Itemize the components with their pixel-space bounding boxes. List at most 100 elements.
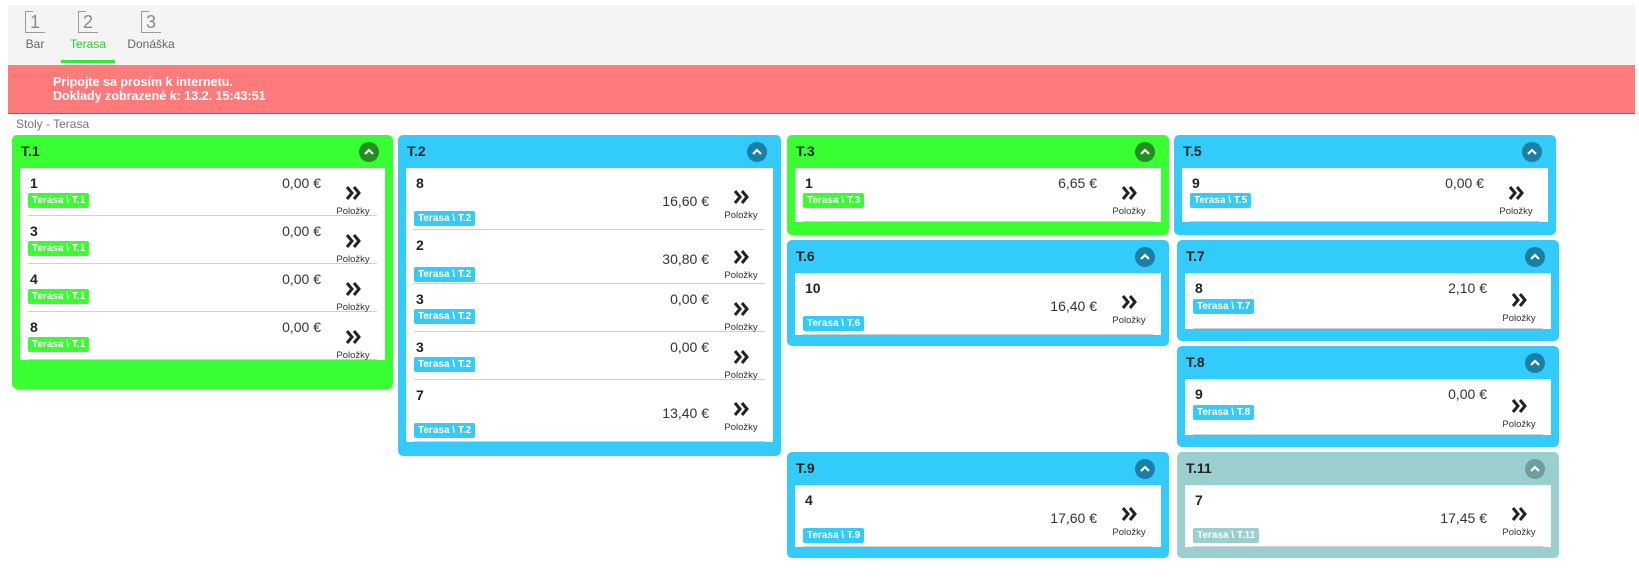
chevron-up-icon bbox=[1527, 148, 1537, 155]
table-card-t11[interactable]: T.11 7 17,45 € Terasa \ T.11 Položky bbox=[1177, 452, 1559, 558]
items-button[interactable]: Položky bbox=[719, 400, 763, 433]
order-price: 16,60 € bbox=[662, 193, 709, 209]
order-row[interactable]: 8 16,60 € Terasa \ T.2 Položky bbox=[414, 168, 765, 230]
table-name: T.9 bbox=[796, 460, 815, 476]
order-price: 0,00 € bbox=[282, 175, 321, 191]
items-button[interactable]: Položky bbox=[1107, 184, 1151, 217]
location-badge: Terasa \ T.9 bbox=[803, 528, 865, 543]
table-card-t1[interactable]: T.1 1 0,00 € Terasa \ T.1 Položky 3 0,00… bbox=[12, 135, 393, 389]
collapse-button[interactable] bbox=[1525, 459, 1545, 479]
items-button[interactable]: Položky bbox=[1107, 505, 1151, 538]
table-card-t2[interactable]: T.2 8 16,60 € Terasa \ T.2 Položky 2 30,… bbox=[398, 135, 781, 456]
chevron-up-icon bbox=[1530, 253, 1540, 260]
order-number: 1 bbox=[30, 175, 38, 191]
location-badge: Terasa \ T.5 bbox=[1190, 193, 1252, 208]
order-number: 8 bbox=[30, 319, 38, 335]
chevron-up-icon bbox=[364, 148, 374, 155]
double-chevron-right-icon bbox=[345, 282, 361, 296]
collapse-button[interactable] bbox=[1135, 142, 1155, 162]
collapse-button[interactable] bbox=[1525, 247, 1545, 267]
table-card-t5[interactable]: T.5 9 0,00 € Terasa \ T.5 Položky bbox=[1174, 135, 1556, 235]
items-button[interactable]: Položky bbox=[331, 232, 375, 265]
chevron-up-icon bbox=[1140, 465, 1150, 472]
order-row[interactable]: 1 6,65 € Terasa \ T.3 Položky bbox=[803, 168, 1153, 222]
order-row[interactable]: 3 0,00 € Terasa \ T.2 Položky bbox=[414, 284, 765, 333]
table-name: T.6 bbox=[796, 248, 815, 264]
order-number: 4 bbox=[805, 492, 813, 508]
items-label: Položky bbox=[336, 302, 370, 313]
table-card-t8[interactable]: T.8 9 0,00 € Terasa \ T.8 Položky bbox=[1177, 346, 1559, 447]
orders-list: 9 0,00 € Terasa \ T.5 Položky bbox=[1182, 168, 1548, 222]
double-chevron-right-icon bbox=[1511, 507, 1527, 521]
order-price: 0,00 € bbox=[282, 271, 321, 287]
order-number: 8 bbox=[1195, 280, 1203, 296]
double-chevron-right-icon bbox=[345, 186, 361, 200]
order-row[interactable]: 7 17,45 € Terasa \ T.11 Položky bbox=[1193, 485, 1543, 547]
order-number: 3 bbox=[416, 291, 424, 307]
order-price: 0,00 € bbox=[1448, 386, 1487, 402]
table-name: T.2 bbox=[407, 143, 426, 159]
order-row[interactable]: 3 0,00 € Terasa \ T.2 Položky bbox=[414, 332, 765, 381]
double-chevron-right-icon bbox=[733, 350, 749, 364]
collapse-button[interactable] bbox=[1522, 142, 1542, 162]
order-row[interactable]: 8 2,10 € Terasa \ T.7 Položky bbox=[1193, 273, 1543, 329]
orders-list: 7 17,45 € Terasa \ T.11 Položky bbox=[1185, 485, 1551, 547]
tab-donaska[interactable]: 3 Donáška bbox=[126, 11, 176, 63]
orders-list: 9 0,00 € Terasa \ T.8 Položky bbox=[1185, 379, 1551, 435]
items-button[interactable]: Položky bbox=[1494, 184, 1538, 217]
collapse-button[interactable] bbox=[1135, 247, 1155, 267]
items-button[interactable]: Položky bbox=[719, 188, 763, 221]
table-card-t6[interactable]: T.6 10 16,40 € Terasa \ T.6 Položky bbox=[787, 240, 1169, 346]
order-number: 3 bbox=[416, 339, 424, 355]
items-button[interactable]: Položky bbox=[331, 184, 375, 217]
order-row[interactable]: 10 16,40 € Terasa \ T.6 Položky bbox=[803, 273, 1153, 335]
location-badge: Terasa \ T.2 bbox=[414, 267, 476, 282]
order-row[interactable]: 7 13,40 € Terasa \ T.2 Položky bbox=[414, 380, 765, 442]
items-button[interactable]: Položky bbox=[1497, 291, 1541, 324]
double-chevron-right-icon bbox=[733, 250, 749, 264]
table-card-t9[interactable]: T.9 4 17,60 € Terasa \ T.9 Položky bbox=[787, 452, 1169, 558]
location-badge: Terasa \ T.2 bbox=[414, 423, 476, 438]
location-badge: Terasa \ T.1 bbox=[28, 289, 90, 304]
order-price: 30,80 € bbox=[662, 251, 709, 267]
items-button[interactable]: Položky bbox=[719, 348, 763, 381]
location-badge: Terasa \ T.11 bbox=[1193, 528, 1260, 543]
location-badge: Terasa \ T.2 bbox=[414, 211, 476, 226]
items-button[interactable]: Položky bbox=[719, 248, 763, 281]
order-row[interactable]: 4 17,60 € Terasa \ T.9 Položky bbox=[803, 485, 1153, 547]
collapse-button[interactable] bbox=[1135, 459, 1155, 479]
order-number: 2 bbox=[416, 237, 424, 253]
chevron-up-icon bbox=[1530, 359, 1540, 366]
orders-list: 4 17,60 € Terasa \ T.9 Položky bbox=[795, 485, 1161, 547]
order-row[interactable]: 4 0,00 € Terasa \ T.1 Položky bbox=[28, 264, 377, 313]
order-price: 17,45 € bbox=[1440, 510, 1487, 526]
items-button[interactable]: Položky bbox=[1497, 505, 1541, 538]
double-chevron-right-icon bbox=[1511, 293, 1527, 307]
items-button[interactable]: Položky bbox=[1107, 293, 1151, 326]
items-label: Položky bbox=[1502, 313, 1536, 324]
table-name: T.8 bbox=[1186, 354, 1205, 370]
tab-number: 2 bbox=[78, 11, 98, 33]
order-row[interactable]: 9 0,00 € Terasa \ T.5 Položky bbox=[1190, 168, 1540, 222]
items-label: Položky bbox=[724, 270, 758, 281]
location-badge: Terasa \ T.7 bbox=[1193, 299, 1255, 314]
items-label: Položky bbox=[1499, 206, 1533, 217]
tab-terasa[interactable]: 2 Terasa bbox=[61, 11, 115, 63]
order-row[interactable]: 2 30,80 € Terasa \ T.2 Položky bbox=[414, 230, 765, 284]
collapse-button[interactable] bbox=[747, 142, 767, 162]
tab-bar[interactable]: 1 Bar bbox=[20, 11, 50, 63]
order-row[interactable]: 3 0,00 € Terasa \ T.1 Položky bbox=[28, 216, 377, 265]
items-button[interactable]: Položky bbox=[331, 280, 375, 313]
table-card-t3[interactable]: T.3 1 6,65 € Terasa \ T.3 Položky bbox=[787, 135, 1169, 235]
location-badge: Terasa \ T.3 bbox=[803, 193, 865, 208]
location-tabs-bar: 1 Bar 2 Terasa 3 Donáška bbox=[8, 5, 1635, 65]
collapse-button[interactable] bbox=[359, 142, 379, 162]
items-button[interactable]: Položky bbox=[1497, 397, 1541, 430]
items-button[interactable]: Položky bbox=[331, 328, 375, 361]
order-row[interactable]: 9 0,00 € Terasa \ T.8 Položky bbox=[1193, 379, 1543, 435]
order-row[interactable]: 8 0,00 € Terasa \ T.1 Položky bbox=[28, 312, 377, 361]
collapse-button[interactable] bbox=[1525, 353, 1545, 373]
items-button[interactable]: Položky bbox=[719, 300, 763, 333]
order-row[interactable]: 1 0,00 € Terasa \ T.1 Položky bbox=[28, 168, 377, 217]
table-card-t7[interactable]: T.7 8 2,10 € Terasa \ T.7 Položky bbox=[1177, 240, 1559, 341]
